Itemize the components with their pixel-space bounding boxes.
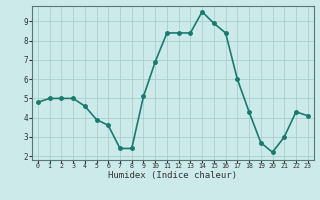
X-axis label: Humidex (Indice chaleur): Humidex (Indice chaleur) — [108, 171, 237, 180]
